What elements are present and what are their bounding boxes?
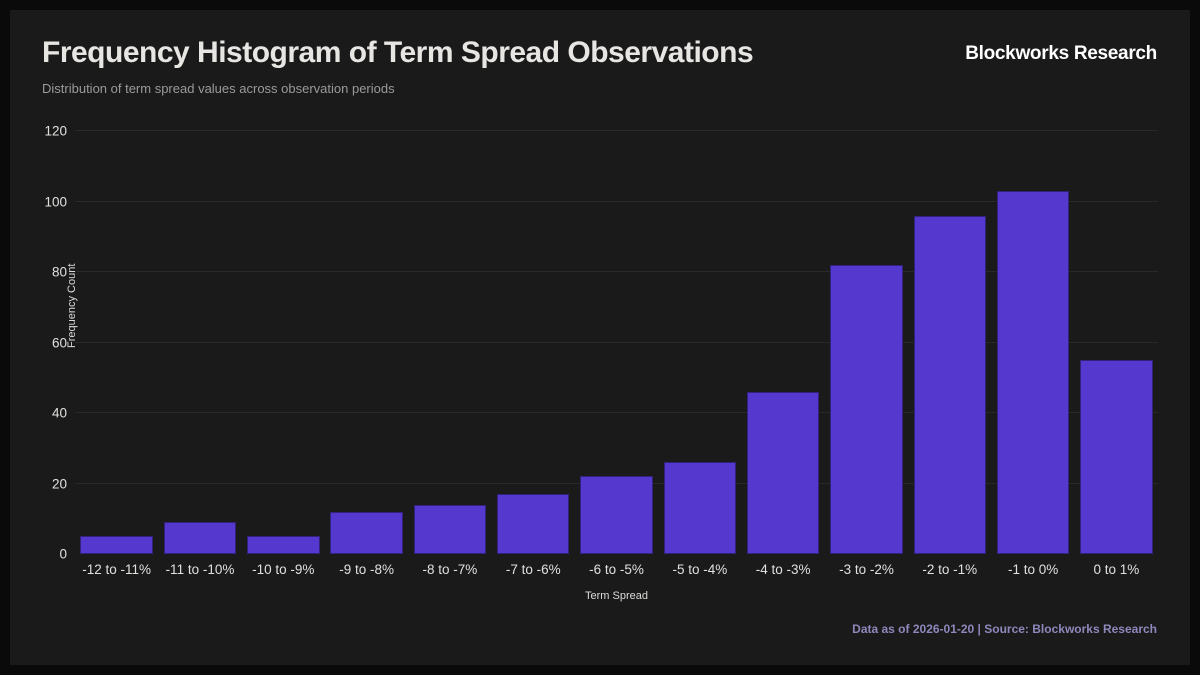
y-tick-label: 0 (59, 546, 67, 562)
brand-wordmark: Blockworks Research (965, 43, 1157, 64)
gridline (75, 412, 1158, 414)
bar-slot (158, 131, 241, 554)
x-tick-label: -8 to -7% (422, 562, 478, 577)
bar-slot (1075, 131, 1158, 554)
bar (413, 504, 487, 554)
footer-source-note: Data as of 2026-01-20 | Source: Blockwor… (852, 622, 1157, 636)
bar-slot (991, 131, 1074, 554)
x-tick-label: -7 to -6% (505, 562, 561, 577)
y-tick-label: 20 (51, 476, 67, 492)
x-tick-label: 0 to 1% (1093, 562, 1140, 577)
gridline (75, 200, 1158, 202)
plot-area (75, 130, 1158, 554)
bar (330, 511, 403, 554)
bar (996, 190, 1070, 554)
gridline (75, 341, 1158, 343)
x-tick-label: -9 to -8% (339, 562, 394, 577)
x-tick-label: -10 to -9% (252, 562, 315, 577)
gridline (75, 130, 1158, 131)
x-tick-label: -4 to -3% (755, 562, 811, 577)
x-tick-label: -11 to -10% (165, 562, 235, 577)
bar (496, 494, 570, 554)
gridline (75, 271, 1158, 273)
bar-slot (75, 131, 158, 554)
y-tick-label: 100 (44, 194, 67, 209)
y-tick-label: 120 (44, 123, 67, 139)
chart-title: Frequency Histogram of Term Spread Obser… (42, 36, 754, 69)
chart-canvas: Frequency Histogram of Term Spread Obser… (10, 10, 1190, 665)
bar-slot (492, 131, 575, 554)
bar-slot (242, 131, 325, 554)
y-tick-label: 60 (51, 335, 67, 350)
bar-slot (658, 131, 741, 554)
bar-slot (742, 131, 825, 554)
y-tick-label: 80 (51, 264, 67, 280)
bar (663, 462, 737, 554)
bar-series (75, 131, 1158, 554)
bar (247, 536, 320, 554)
x-tick-label: -2 to -1% (922, 562, 978, 577)
bar-slot (908, 131, 991, 554)
y-axis-tick-labels: 0 20 40 60 80 100 120 (18, 124, 67, 562)
bar (1080, 360, 1153, 554)
bar (746, 391, 820, 554)
x-axis-tick-labels: -12 to -11% -11 to -10% -10 to -9% -9 to -8… (75, 562, 1158, 577)
bar-slot (575, 131, 658, 554)
chart-subtitle: Distribution of term spread values acros… (42, 81, 395, 96)
bar (913, 215, 987, 554)
x-tick-label: -12 to -11% (82, 562, 152, 577)
bar-slot (825, 131, 908, 554)
x-tick-label: -3 to -2% (839, 562, 894, 577)
bar (580, 476, 653, 554)
bar (80, 536, 153, 554)
x-tick-label: -5 to -4% (672, 562, 728, 577)
x-tick-label: -1 to 0% (1007, 562, 1059, 577)
bar-slot (325, 131, 408, 554)
y-tick-label: 40 (51, 405, 67, 421)
bar (830, 264, 903, 554)
x-axis-title: Term Spread (585, 590, 648, 602)
bar (163, 522, 237, 554)
x-tick-label: -6 to -5% (589, 562, 644, 577)
bar-slot (408, 131, 491, 554)
